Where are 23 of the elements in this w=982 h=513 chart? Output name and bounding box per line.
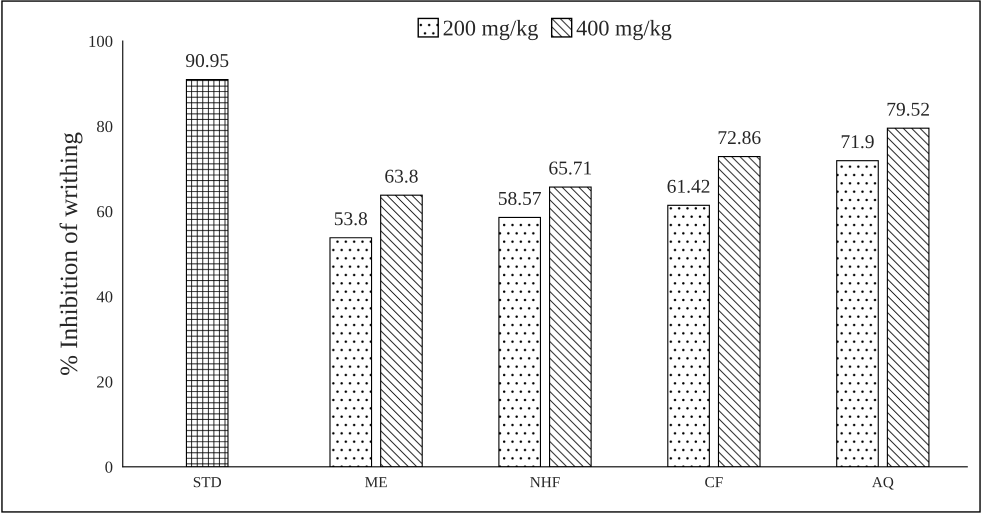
y-tick-label: 60 [97,206,112,218]
y-axis-title: % Inhibition of writhing [59,132,82,375]
legend-label: 400 mg/kg [576,20,672,40]
data-label: 90.95 [186,54,228,68]
data-label: 72.86 [718,131,761,144]
x-tick-label: AQ [872,477,894,490]
data-label: 71.9 [842,135,874,148]
legend-label: 200 mg/kg [444,20,538,40]
data-label: 63.8 [385,170,418,183]
y-tick-label: 20 [97,376,112,388]
data-label: 79.52 [888,102,929,116]
y-tick-label: 80 [96,120,112,132]
data-label: 65.71 [549,162,592,175]
y-tick-label: 0 [105,462,112,473]
y-tick-label: 100 [89,36,112,47]
x-tick-label: ME [365,477,387,488]
y-tick-label: 40 [96,291,112,302]
data-label: 53.8 [334,212,368,226]
x-tick-label: CF [705,477,723,488]
x-tick-label: STD [194,477,222,488]
data-label: 58.57 [498,192,541,206]
x-tick-label: NHF [530,477,560,488]
data-label: 61.42 [668,180,710,193]
